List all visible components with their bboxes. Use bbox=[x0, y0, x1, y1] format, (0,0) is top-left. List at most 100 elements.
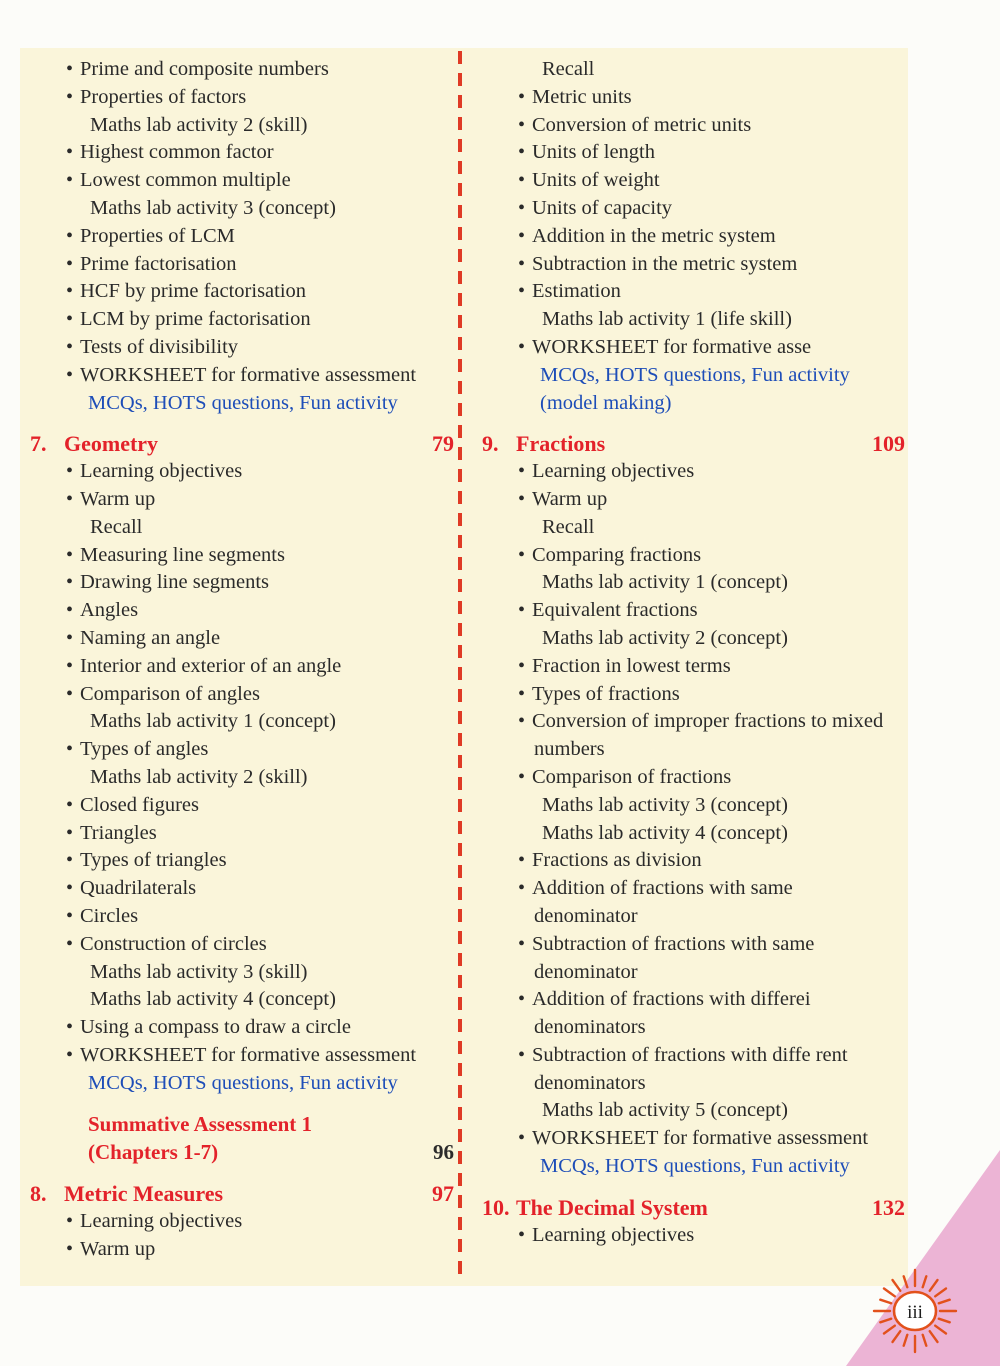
toc-entry-label: Maths lab activity 1 (life skill) bbox=[542, 308, 792, 331]
toc-entry: • Types of triangles bbox=[30, 847, 454, 875]
toc-entry-label: Drawing line segments bbox=[80, 571, 270, 594]
toc-entry: • Prime factorisation bbox=[30, 251, 454, 279]
bullet-icon: • bbox=[518, 932, 526, 955]
bullet-icon: • bbox=[518, 1127, 526, 1150]
toc-entry-label: denominator bbox=[534, 904, 638, 927]
toc-entry: • Tests of divisibility bbox=[30, 334, 454, 362]
toc-entry-label: Addition in the metric system bbox=[532, 224, 776, 247]
toc-entry: • Units of capacity bbox=[482, 195, 905, 223]
toc-activity-highlight: MCQs, HOTS questions, Fun activity bbox=[482, 362, 905, 390]
toc-entry-label: MCQs, HOTS questions, Fun activity bbox=[540, 1155, 850, 1178]
toc-entry-continuation: denominators bbox=[482, 1014, 905, 1042]
toc-entry-label: Lowest common multiple bbox=[80, 169, 291, 192]
toc-entry-label: Equivalent fractions bbox=[532, 599, 698, 622]
bullet-icon: • bbox=[66, 626, 74, 649]
toc-entry-label: Addition of fractions with same bbox=[532, 877, 793, 900]
toc-subentry: Recall bbox=[482, 56, 905, 84]
bullet-icon: • bbox=[518, 543, 526, 566]
toc-activity-highlight: MCQs, HOTS questions, Fun activity bbox=[482, 1153, 905, 1181]
toc-entry-label: Properties of LCM bbox=[80, 224, 235, 247]
toc-entry-label: Warm up bbox=[532, 487, 608, 510]
toc-entry-label: Tests of divisibility bbox=[80, 335, 239, 358]
toc-entry-label: Interior and exterior of an angle bbox=[80, 654, 342, 677]
toc-entry: • Warm up bbox=[482, 486, 905, 514]
toc-entry: • Conversion of metric units bbox=[482, 112, 905, 140]
toc-subentry: Maths lab activity 2 (skill) bbox=[30, 112, 454, 140]
toc-entry-label: Warm up bbox=[80, 487, 156, 510]
toc-entry: • LCM by prime factorisation bbox=[30, 306, 454, 334]
toc-chapter-heading: 10. The Decimal System 132 bbox=[482, 1194, 905, 1222]
toc-entry: • Lowest common multiple bbox=[30, 167, 454, 195]
toc-entry: • Fraction in lowest terms bbox=[482, 653, 905, 681]
toc-entry-label: Properties of factors bbox=[80, 85, 247, 108]
toc-subentry: Maths lab activity 4 (concept) bbox=[482, 820, 905, 848]
chapter-number: 8. bbox=[30, 1181, 47, 1207]
toc-entry: • Warm up bbox=[30, 486, 454, 514]
bullet-icon: • bbox=[518, 280, 526, 303]
toc-entry-label: Units of capacity bbox=[532, 196, 673, 219]
chapter-title: Metric Measures bbox=[64, 1181, 224, 1207]
bullet-icon: • bbox=[66, 308, 74, 331]
toc-entry: • Angles bbox=[30, 597, 454, 625]
toc-entry-label: Comparison of angles bbox=[80, 682, 260, 705]
toc-entry-label: Triangles bbox=[80, 821, 157, 844]
toc-entry-label: (Chapters 1-7) bbox=[88, 1140, 219, 1165]
toc-entry: • Comparison of fractions bbox=[482, 764, 905, 792]
toc-entry-label: Recall bbox=[542, 58, 595, 80]
toc-entry: • Addition of fractions with differei bbox=[482, 986, 905, 1014]
bullet-icon: • bbox=[518, 169, 526, 192]
bullet-icon: • bbox=[518, 877, 526, 900]
toc-entry: • Using a compass to draw a circle bbox=[30, 1014, 454, 1042]
toc-entry-label: WORKSHEET for formative assessment bbox=[80, 363, 417, 386]
toc-subentry: Maths lab activity 3 (skill) bbox=[30, 959, 454, 987]
toc-entry-label: Maths lab activity 1 (concept) bbox=[542, 571, 788, 594]
toc-entry-label: Summative Assessment 1 bbox=[88, 1112, 312, 1137]
toc-entry-label: Units of length bbox=[532, 141, 655, 164]
toc-entry: • Units of weight bbox=[482, 167, 905, 195]
bullet-icon: • bbox=[518, 710, 526, 733]
bullet-icon: • bbox=[518, 765, 526, 788]
toc-entry: • Warm up bbox=[30, 1236, 454, 1264]
toc-entry-label: Types of angles bbox=[80, 738, 209, 761]
toc-entry-label: WORKSHEET for formative assessment bbox=[80, 1043, 417, 1066]
toc-entry: • Subtraction of fractions with diffe ren… bbox=[482, 1042, 905, 1070]
bullet-icon: • bbox=[66, 821, 74, 844]
toc-entry-label: Estimation bbox=[532, 280, 621, 303]
sun-circle bbox=[892, 1290, 938, 1332]
toc-entry: • Learning objectives bbox=[30, 1208, 454, 1236]
toc-entry-label: Maths lab activity 2 (skill) bbox=[90, 765, 308, 788]
toc-entry-label: Using a compass to draw a circle bbox=[80, 1016, 351, 1039]
bullet-icon: • bbox=[66, 932, 74, 955]
bullet-icon: • bbox=[66, 169, 74, 192]
toc-entry: • WORKSHEET for formative assessment bbox=[482, 1125, 905, 1153]
bullet-icon: • bbox=[66, 1209, 74, 1232]
toc-entry-label: Metric units bbox=[532, 85, 632, 108]
bullet-icon: • bbox=[518, 487, 526, 510]
toc-entry-label: Prime and composite numbers bbox=[80, 58, 329, 80]
toc-entry-label: MCQs, HOTS questions, Fun activity bbox=[88, 391, 398, 414]
toc-entry-label: Quadrilaterals bbox=[80, 877, 197, 900]
bullet-icon: • bbox=[518, 224, 526, 247]
toc-entry-label: Conversion of improper fractions to mixe… bbox=[532, 710, 884, 733]
toc-entry-label: Maths lab activity 2 (concept) bbox=[542, 626, 788, 649]
chapter-page-number: 79 bbox=[432, 431, 454, 457]
toc-entry-label: Construction of circles bbox=[80, 932, 267, 955]
toc-entry-label: WORKSHEET for formative asse bbox=[532, 335, 812, 358]
toc-entry: • Properties of LCM bbox=[30, 223, 454, 251]
toc-entry-label: numbers bbox=[534, 738, 605, 761]
toc-entry-label: Maths lab activity 4 (concept) bbox=[90, 988, 336, 1011]
toc-subentry: Maths lab activity 3 (concept) bbox=[30, 195, 454, 223]
toc-chapter-heading: 8. Metric Measures 97 bbox=[30, 1180, 454, 1208]
toc-assessment-heading: Summative Assessment 1 bbox=[30, 1111, 454, 1139]
toc-entry: • Conversion of improper fractions to mix… bbox=[482, 708, 905, 736]
toc-subentry: Recall bbox=[30, 514, 454, 542]
bullet-icon: • bbox=[518, 252, 526, 275]
toc-subentry: Recall bbox=[482, 514, 905, 542]
bullet-icon: • bbox=[66, 141, 74, 164]
toc-entry: • Learning objectives bbox=[482, 1222, 905, 1250]
toc-subentry: Maths lab activity 1 (concept) bbox=[30, 708, 454, 736]
bullet-icon: • bbox=[66, 280, 74, 303]
toc-entry: • Subtraction of fractions with same bbox=[482, 931, 905, 959]
toc-entry: • Units of length bbox=[482, 139, 905, 167]
